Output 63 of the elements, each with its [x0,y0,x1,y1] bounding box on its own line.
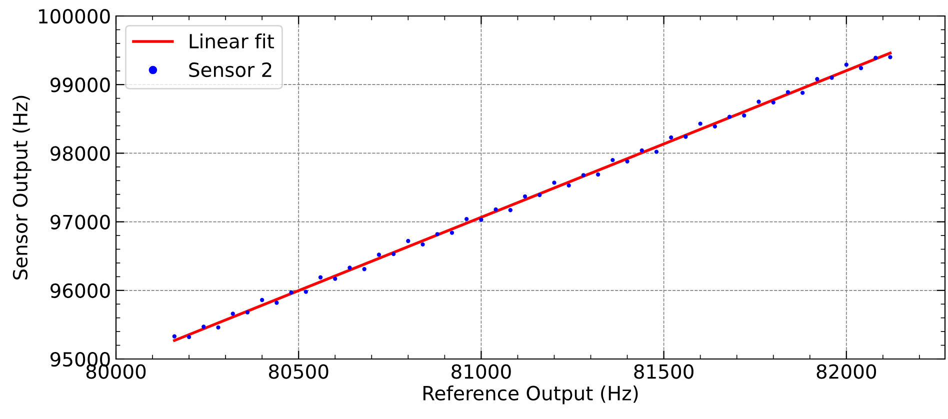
point [566,183,571,188]
y-tick-label: 100000 [39,8,110,24]
point [756,100,761,104]
point [289,290,294,295]
point [304,290,308,294]
y-tick-label: 97000 [50,214,110,230]
point [844,62,848,67]
point [376,252,382,257]
x-axis-title: Reference Output (Hz) [424,385,638,404]
point [391,252,396,256]
point [435,232,440,236]
x-tick-label: 81000 [452,364,511,379]
point [216,325,220,330]
x-tick-label: 81500 [634,364,694,379]
point [479,218,484,222]
y-tick-label: 99000 [50,78,110,92]
point [698,122,702,126]
legend-label: Linear fit [190,34,274,49]
point [625,159,630,164]
point [274,300,279,305]
point [712,124,718,129]
point [581,173,586,178]
point [333,276,338,281]
x-tick-label: 80500 [268,364,328,379]
point [830,76,834,80]
point [596,172,600,177]
point [406,238,410,244]
point [888,55,892,60]
point [172,334,177,338]
point [522,194,528,198]
point [610,158,615,162]
point [450,230,454,235]
point [245,310,250,314]
point [874,56,878,60]
point [494,207,498,212]
point [727,114,732,119]
y-axis-title: Sensor Output (Hz) [12,96,32,280]
y-tick-label: 96000 [50,283,110,298]
y-tick-label: 98000 [50,146,110,161]
point [508,208,512,212]
point [654,150,659,154]
point [742,113,746,118]
point [230,312,235,316]
point [552,180,556,185]
point [640,148,644,153]
point [815,77,820,82]
point [362,267,366,272]
legend-label: Sensor 2 [189,62,272,78]
point [786,90,790,94]
point [684,134,688,139]
point [202,324,206,329]
point [669,135,674,140]
point [348,266,352,270]
point [186,334,192,340]
point [318,275,323,280]
point [771,100,776,105]
point [420,242,425,247]
point [858,66,864,70]
point [260,298,264,302]
point [800,90,805,95]
point [538,192,542,198]
point [464,216,469,222]
x-tick-label: 82000 [816,364,876,379]
